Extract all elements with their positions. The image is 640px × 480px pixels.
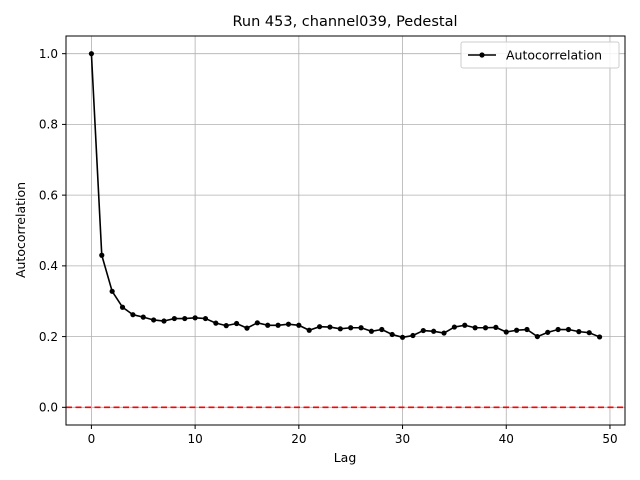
data-point [441, 330, 447, 336]
plot-frame [65, 35, 626, 426]
data-point [420, 327, 426, 334]
data-point [431, 328, 437, 334]
data-point [493, 324, 499, 330]
data-point [462, 322, 468, 328]
data-point [202, 315, 209, 322]
data-point [306, 327, 312, 333]
x-tick-label: 20 [291, 432, 306, 446]
data-point [151, 317, 157, 323]
data-point [223, 323, 229, 329]
x-tick-label: 0 [88, 432, 96, 446]
data-point [555, 326, 561, 333]
data-point [275, 322, 281, 328]
data-point [161, 318, 167, 324]
data-point [119, 304, 126, 310]
data-point [399, 334, 406, 340]
data-point [316, 324, 323, 330]
data-point [524, 326, 530, 333]
data-point [254, 320, 260, 326]
data-point [596, 334, 603, 340]
legend-label: Autocorrelation [506, 48, 602, 63]
y-axis-ticks: 0.0 0.2 0.4 0.6 0.8 1.0 [39, 47, 66, 415]
data-point [379, 326, 385, 333]
data-point [410, 332, 416, 339]
data-point [327, 324, 333, 330]
data-point [192, 315, 198, 321]
data-point [503, 329, 509, 335]
data-point [482, 325, 489, 331]
data-point [109, 288, 115, 294]
x-tick-label: 40 [499, 432, 514, 446]
y-tick-label: 1.0 [39, 47, 58, 61]
legend-marker-sample [479, 52, 485, 58]
legend-box [460, 41, 620, 69]
data-point [368, 328, 375, 334]
legend: Autocorrelation [460, 41, 620, 69]
data-point [534, 333, 540, 340]
data-point [213, 320, 219, 326]
data-point [358, 325, 364, 331]
y-tick-label: 0.4 [39, 259, 58, 273]
x-axis-label: Lag [334, 450, 357, 465]
data-point [576, 329, 582, 335]
data-point [182, 315, 188, 322]
data-point [586, 330, 592, 336]
data-point [337, 326, 343, 332]
data-point [88, 51, 95, 57]
x-axis-ticks: 0 10 20 30 40 50 [88, 425, 618, 446]
y-tick-label: 0.8 [39, 118, 58, 132]
data-point [514, 327, 520, 333]
data-point [348, 325, 354, 331]
data-point [296, 322, 302, 328]
data-point [451, 324, 457, 330]
y-tick-label: 0.0 [39, 401, 58, 415]
series-layer [88, 51, 603, 340]
data-point [140, 314, 146, 320]
data-point [545, 329, 551, 335]
y-axis-label: Autocorrelation [13, 182, 28, 278]
data-point [171, 315, 177, 322]
data-point [234, 320, 240, 327]
x-tick-label: 30 [395, 432, 410, 446]
chart-title: Run 453, channel039, Pedestal [232, 14, 457, 30]
data-point [244, 325, 250, 331]
data-point [130, 312, 136, 318]
data-point [99, 252, 105, 258]
data-point [565, 326, 572, 333]
y-tick-label: 0.2 [39, 330, 58, 344]
x-tick-label: 10 [187, 432, 202, 446]
data-point [389, 331, 395, 338]
grid [66, 36, 625, 425]
data-point [265, 322, 271, 328]
x-tick-label: 50 [602, 432, 617, 446]
data-point [472, 325, 478, 331]
y-tick-label: 0.6 [39, 188, 58, 202]
data-point [285, 321, 292, 327]
